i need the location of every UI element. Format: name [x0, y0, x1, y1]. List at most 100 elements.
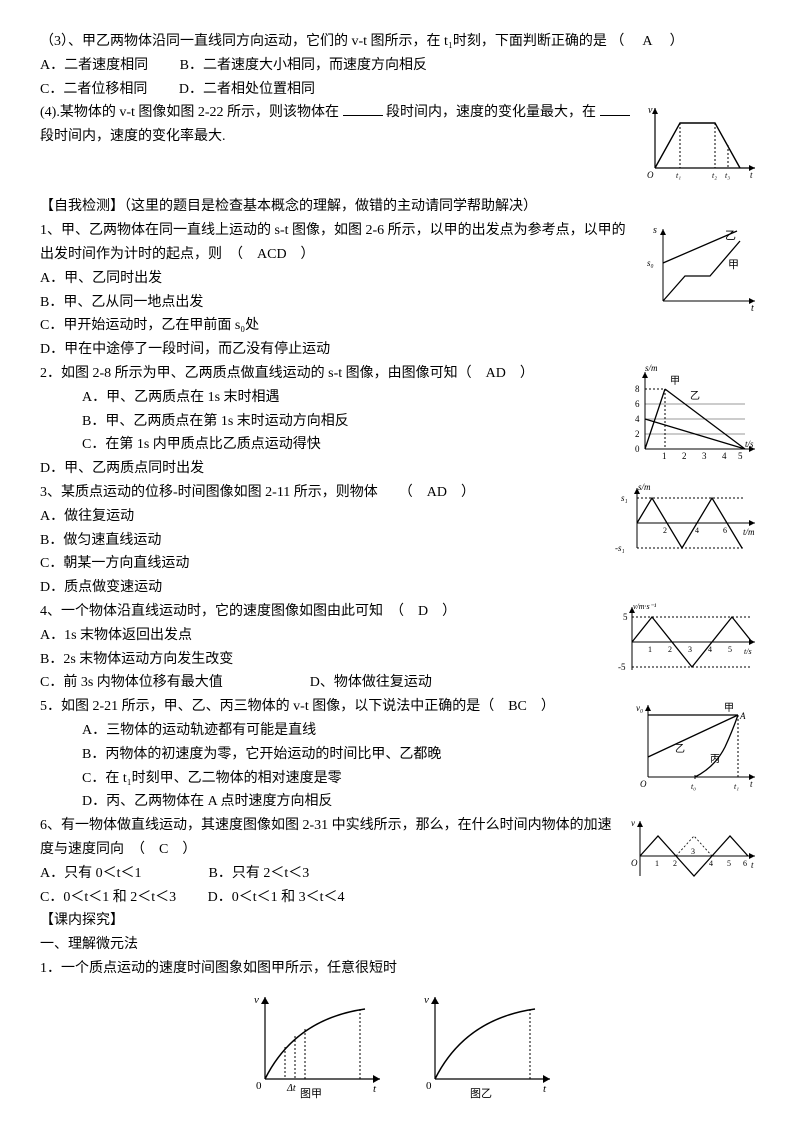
- svg-text:v: v: [648, 105, 653, 116]
- svg-text:3: 3: [691, 847, 695, 856]
- svg-text:6: 6: [743, 859, 747, 868]
- explore-1: 1．一个质点运动的速度时间图象如图甲所示，任意很短时: [40, 957, 760, 981]
- svg-text:t₁: t₁: [734, 782, 739, 791]
- svg-text:4: 4: [709, 859, 713, 868]
- p4-c: C．前 3s 内物体位移有最大值: [40, 675, 223, 690]
- svg-text:t₀: t₀: [691, 782, 696, 791]
- q3-options-line2: C．二者位移相同 D．二者相处位置相同: [40, 78, 760, 102]
- svg-text:t: t: [750, 170, 753, 180]
- p6-a: A．只有 0＜t＜1: [40, 866, 142, 881]
- svg-text:v/m·s⁻¹: v/m·s⁻¹: [633, 602, 657, 611]
- svg-text:甲: 甲: [670, 376, 680, 387]
- caption-jia: 图甲: [300, 1087, 322, 1099]
- svg-text:6: 6: [635, 399, 640, 409]
- svg-text:乙: 乙: [675, 743, 685, 755]
- q3-d: D．二者相处位置相同: [179, 82, 315, 97]
- svg-text:4: 4: [708, 645, 712, 654]
- p6-d: D．0＜t＜1 和 3＜t＜4: [208, 890, 345, 905]
- svg-text:5: 5: [728, 645, 732, 654]
- q3-answer: （ A ）: [610, 34, 685, 49]
- question-3: （3）、甲乙两物体沿同一直线同方向运动，它们的 v-t 图所示，在 t₁时刻，下…: [40, 30, 760, 54]
- svg-text:-5: -5: [618, 662, 626, 672]
- q4-t1: (4).某物体的 v-t 图像如图 2-22 所示，则该物体在: [40, 105, 339, 120]
- svg-text:0: 0: [256, 1080, 262, 1092]
- p6-line-cd: C．0＜t＜1 和 2＜t＜3 D．0＜t＜1 和 3＜t＜4: [40, 886, 760, 910]
- svg-text:t₁: t₁: [676, 171, 681, 180]
- svg-text:4: 4: [635, 414, 640, 424]
- svg-text:A: A: [739, 711, 746, 721]
- p1-c: C．甲开始运动时，乙在甲前面 s₀处: [40, 314, 760, 338]
- svg-text:1: 1: [655, 859, 659, 868]
- q3-text: （3）、甲乙两物体沿同一直线同方向运动，它们的 v-t 图所示，在 t₁时刻，下…: [40, 34, 607, 49]
- svg-text:O: O: [647, 170, 654, 180]
- q4-blank1[interactable]: [343, 101, 383, 116]
- svg-text:2: 2: [635, 429, 640, 439]
- p6-c: C．0＜t＜1 和 2＜t＜3: [40, 890, 176, 905]
- svg-text:0: 0: [426, 1080, 432, 1092]
- svg-text:8: 8: [635, 384, 640, 394]
- svg-text:1: 1: [662, 451, 667, 461]
- svg-text:v₀: v₀: [636, 703, 643, 713]
- svg-text:s/m: s/m: [645, 364, 658, 373]
- svg-text:t: t: [751, 303, 754, 314]
- svg-text:t: t: [750, 779, 753, 789]
- svg-text:O: O: [631, 858, 638, 868]
- figure-2-6: s s₀ t 乙 甲: [645, 221, 760, 316]
- p1-d: D．甲在中途停了一段时间，而乙没有停止运动: [40, 338, 760, 362]
- svg-text:4: 4: [695, 526, 699, 535]
- figure-jia: 0 v t Δt 图甲: [245, 989, 385, 1099]
- svg-text:t₃: t₃: [725, 171, 730, 180]
- svg-text:Δt: Δt: [286, 1083, 296, 1094]
- svg-text:2: 2: [663, 526, 667, 535]
- svg-text:丙: 丙: [710, 754, 720, 765]
- svg-text:4: 4: [722, 451, 727, 461]
- figure-2-11: s/m s₁ -s₁ 2 4 6 t/m: [615, 483, 760, 558]
- p3-d: D．质点做变速运动: [40, 576, 760, 600]
- svg-text:甲: 甲: [724, 703, 734, 714]
- svg-text:t₂: t₂: [712, 171, 717, 180]
- svg-text:乙: 乙: [690, 390, 700, 402]
- svg-text:s₁: s₁: [621, 493, 628, 503]
- q3-b: B．二者速度大小相同，而速度方向相反: [180, 58, 427, 73]
- p5-d: D．丙、乙两物体在 A 点时速度方向相反: [40, 790, 760, 814]
- svg-text:2: 2: [668, 645, 672, 654]
- svg-text:2: 2: [673, 859, 677, 868]
- caption-yi: 图乙: [470, 1087, 492, 1099]
- svg-text:乙: 乙: [725, 229, 736, 242]
- q4-blank2[interactable]: [600, 101, 630, 116]
- figure-q4-vt: v O t₁ t₂ t₃ t: [640, 103, 760, 183]
- svg-text:t: t: [373, 1083, 377, 1095]
- self-check-heading: 【自我检测】（这里的题目是检查基本概念的理解，做错的主动请同学帮助解决）: [40, 195, 760, 219]
- svg-text:6: 6: [723, 526, 727, 535]
- section-1: 一、理解微元法: [40, 933, 760, 957]
- svg-text:3: 3: [688, 645, 692, 654]
- svg-text:t: t: [751, 860, 754, 870]
- svg-text:v: v: [254, 994, 259, 1006]
- svg-text:t/s: t/s: [745, 439, 754, 449]
- q3-a: A．二者速度相同: [40, 58, 148, 73]
- q4-t3: 段时间内，速度的变化率最大.: [40, 129, 226, 144]
- svg-text:t/m: t/m: [743, 527, 755, 537]
- svg-text:5: 5: [623, 612, 628, 622]
- svg-text:5: 5: [727, 859, 731, 868]
- svg-text:O: O: [640, 779, 647, 789]
- q3-options-line1: A．二者速度相同 B．二者速度大小相同，而速度方向相反: [40, 54, 760, 78]
- svg-text:0: 0: [635, 444, 640, 454]
- svg-text:s: s: [653, 225, 657, 236]
- svg-text:s₀: s₀: [647, 258, 654, 268]
- svg-text:v: v: [424, 994, 429, 1006]
- svg-text:甲: 甲: [728, 259, 739, 271]
- svg-text:5: 5: [738, 451, 743, 461]
- svg-text:t: t: [543, 1083, 547, 1095]
- figure-2-8: s/m 0 2 4 6 8 12 34 5t/s 甲 乙: [620, 364, 760, 464]
- in-class-heading: 【课内探究】: [40, 909, 760, 933]
- q3-c: C．二者位移相同: [40, 82, 147, 97]
- figure-yi: 0 v t 图乙: [415, 989, 555, 1099]
- svg-text:v: v: [631, 818, 635, 828]
- svg-text:t/s: t/s: [744, 647, 752, 656]
- figure-2-21: v₀ 甲 A 乙 丙 O t₀ t₁ t: [630, 697, 760, 792]
- p6-b: B．只有 2＜t＜3: [209, 866, 310, 881]
- p4-d: D、物体做往复运动: [310, 675, 432, 690]
- svg-text:-s₁: -s₁: [615, 543, 625, 553]
- q4-t2: 段时间内，速度的变化量最大，在: [386, 105, 596, 120]
